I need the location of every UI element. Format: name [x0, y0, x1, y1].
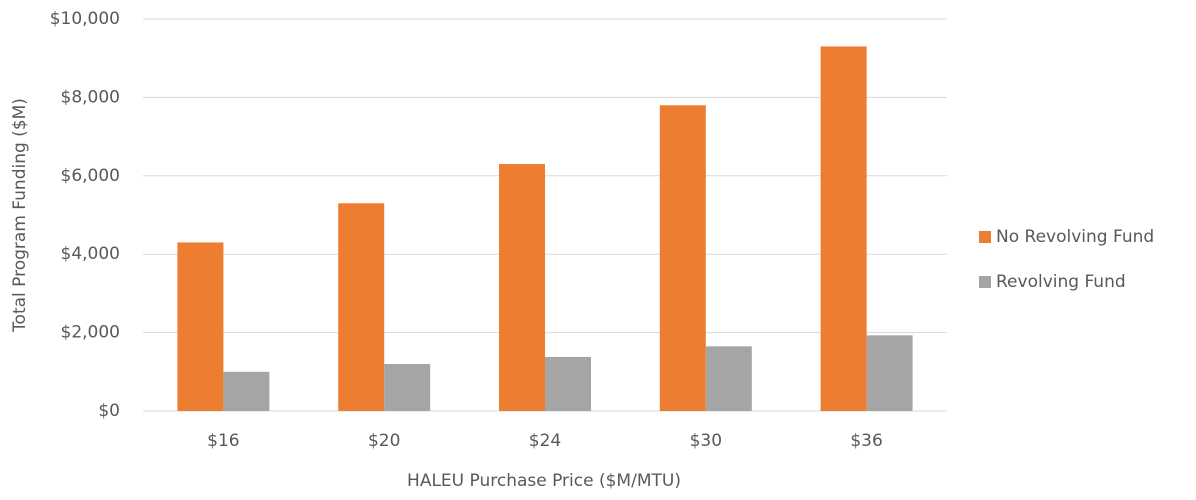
bar	[177, 242, 224, 411]
bar	[659, 105, 706, 412]
x-tick-label: $36	[850, 431, 882, 451]
y-tick-label: $0	[98, 401, 120, 421]
legend-label: No Revolving Fund	[996, 227, 1154, 247]
y-tick-label: $8,000	[61, 87, 120, 107]
bar	[338, 203, 385, 411]
y-tick-label: $4,000	[61, 244, 120, 264]
bar	[499, 164, 545, 411]
legend-swatch	[979, 276, 991, 288]
bar	[820, 46, 867, 411]
x-tick-label: $24	[529, 431, 561, 451]
x-tick-label: $20	[368, 431, 400, 451]
y-tick-label: $6,000	[61, 166, 120, 186]
bar	[705, 346, 752, 411]
bar	[384, 363, 431, 411]
x-tick-label: $30	[690, 431, 722, 451]
x-axis-label: HALEU Purchase Price ($M/MTU)	[407, 471, 681, 491]
y-tick-label: $10,000	[50, 9, 120, 29]
bar	[545, 356, 591, 411]
x-tick-label: $16	[207, 431, 239, 451]
legend-swatch	[979, 231, 991, 243]
bar	[223, 371, 270, 411]
y-axis-label: Total Program Funding ($M)	[10, 98, 30, 333]
y-tick-label: $2,000	[61, 323, 120, 343]
bar	[866, 335, 913, 411]
legend-label: Revolving Fund	[996, 272, 1126, 292]
